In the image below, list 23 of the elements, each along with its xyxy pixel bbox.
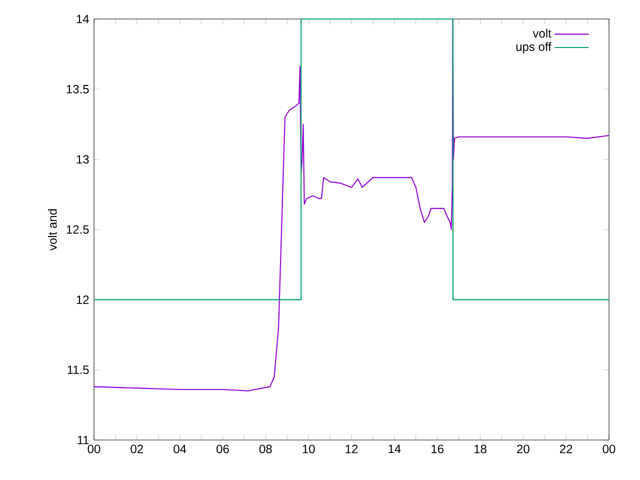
x-tick-label: 22	[560, 444, 572, 454]
y-tick-label: 12	[76, 295, 89, 304]
x-tick-label: 08	[259, 444, 272, 454]
y-tick-label: 11	[78, 436, 89, 444]
x-tick-label: 20	[517, 444, 530, 454]
legend-label: volt	[532, 28, 552, 38]
x-tick-label: 00	[88, 444, 100, 454]
y-tick-label: 12.5	[66, 225, 89, 234]
y-axis-title: volt and	[48, 209, 57, 250]
x-tick-label: 04	[174, 444, 186, 454]
x-tick-label: 06	[216, 444, 229, 454]
y-tick-label: 11.5	[68, 366, 89, 374]
x-tick-label: 00	[602, 444, 616, 454]
x-tick-label: 14	[388, 444, 401, 453]
x-tick-label: 16	[432, 444, 444, 454]
x-tick-label: 18	[474, 444, 486, 454]
y-tick-label: 13.5	[66, 84, 89, 94]
x-tick-label: 12	[346, 444, 358, 454]
x-tick-label: 02	[130, 444, 143, 454]
y-tick-label: 14	[76, 14, 89, 24]
y-tick-label: 13	[76, 155, 89, 164]
legend-label: ups off	[516, 42, 552, 54]
x-tick-label: 10	[302, 444, 315, 454]
